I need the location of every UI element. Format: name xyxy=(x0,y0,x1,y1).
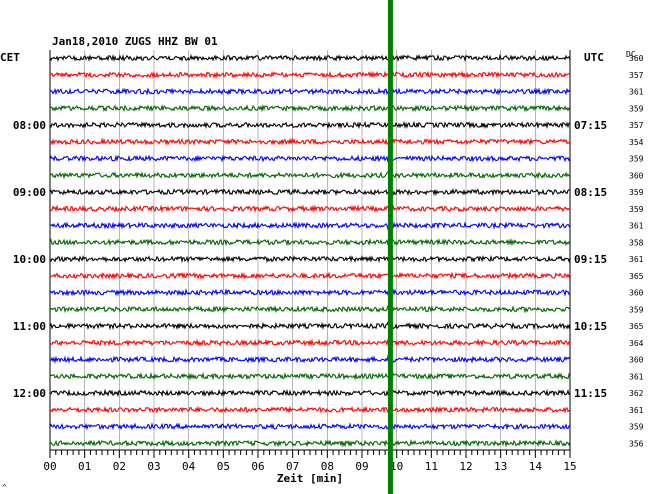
cet-time-label: 09:00 xyxy=(13,186,46,199)
x-tick-label: 06 xyxy=(251,460,264,473)
trace-row-20 xyxy=(49,388,571,398)
dc-value: 359 xyxy=(629,423,644,432)
dc-value: 360 xyxy=(629,356,644,365)
trace-row-22 xyxy=(49,422,571,431)
x-tick-label: 04 xyxy=(182,460,196,473)
dc-value: 359 xyxy=(629,205,644,214)
cet-label: CET xyxy=(0,51,20,64)
trace-row-21 xyxy=(49,405,571,414)
dc-value: 356 xyxy=(629,439,644,448)
dc-value: 361 xyxy=(629,255,644,264)
x-axis-label: Zeit [min] xyxy=(277,472,343,485)
dc-value: 361 xyxy=(629,406,644,415)
trace-row-12 xyxy=(49,253,571,265)
utc-time-label: 09:15 xyxy=(574,253,607,266)
trace-row-14 xyxy=(49,288,571,297)
trace-row-15 xyxy=(49,304,571,314)
trace-row-18 xyxy=(49,354,571,364)
trace-row-9 xyxy=(49,204,571,214)
x-tick-label: 08 xyxy=(321,460,334,473)
chart-grid: 00 01 02 03 04 05 06 07 08 09 10 11 12 13 14 15 xyxy=(43,50,577,473)
trace-row-5 xyxy=(49,137,571,148)
x-tick-label: 05 xyxy=(217,460,230,473)
utc-time-label: 07:15 xyxy=(574,119,607,132)
cet-time-label: 12:00 xyxy=(13,387,46,400)
trace-row-13 xyxy=(49,271,571,281)
dc-label: DC xyxy=(626,50,636,59)
x-tick-label: 15 xyxy=(563,460,576,473)
cet-time-label: 10:00 xyxy=(13,253,46,266)
utc-label: UTC xyxy=(584,51,604,64)
x-tick-label: 13 xyxy=(494,460,507,473)
cet-time-label: 08:00 xyxy=(13,119,46,132)
trace-group: 360 357 361 359 357 354 359 360 359 359 361 358 361 3… xyxy=(49,53,644,448)
trace-row-10 xyxy=(49,221,571,231)
dc-value: 357 xyxy=(629,71,644,80)
dc-value: 361 xyxy=(629,222,644,231)
dc-value: 358 xyxy=(629,238,644,247)
x-tick-label: 00 xyxy=(43,460,56,473)
dc-value: 360 xyxy=(629,171,644,180)
trace-row-8 xyxy=(49,187,571,197)
chart-title: Jan18,2010 ZUGS HHZ BW 01 xyxy=(52,35,218,48)
utc-time-label: 08:15 xyxy=(574,186,607,199)
x-tick-label: 02 xyxy=(113,460,126,473)
x-tick-label: 03 xyxy=(147,460,160,473)
dc-value: 359 xyxy=(629,305,644,314)
trace-row-16 xyxy=(49,320,571,331)
x-tick-label: 14 xyxy=(529,460,543,473)
dc-value: 360 xyxy=(629,289,644,298)
x-tick-label: 11 xyxy=(425,460,438,473)
trace-row-4 xyxy=(49,120,571,130)
label-group: Jan18,2010 ZUGS HHZ BW 01 CET UTC DC Zei… xyxy=(0,35,636,492)
dc-value: 361 xyxy=(629,372,644,381)
x-tick-label: 09 xyxy=(355,460,368,473)
x-tick-label: 01 xyxy=(78,460,91,473)
utc-time-label: 11:15 xyxy=(574,387,607,400)
x-tick-label: 07 xyxy=(286,460,299,473)
cet-time-label: 11:00 xyxy=(13,320,46,333)
trace-row-11 xyxy=(49,237,571,247)
utc-time-label: 10:15 xyxy=(574,320,607,333)
dc-value: 360 xyxy=(629,54,644,63)
dc-value: 359 xyxy=(629,155,644,164)
trace-row-0 xyxy=(49,53,571,63)
dc-value: 354 xyxy=(629,138,644,147)
dc-value: 365 xyxy=(629,272,644,281)
trace-row-3 xyxy=(49,103,571,113)
x-tick-label: 12 xyxy=(459,460,472,473)
trace-row-19 xyxy=(49,371,571,381)
dc-value: 361 xyxy=(629,88,644,97)
corner-mark: ^ xyxy=(2,483,7,492)
x-tick-label: 10 xyxy=(390,460,403,473)
trace-row-17 xyxy=(49,338,571,348)
dc-value: 362 xyxy=(629,389,644,398)
dc-value: 359 xyxy=(629,104,644,113)
trace-row-7 xyxy=(49,171,571,180)
trace-row-23 xyxy=(49,439,571,448)
dc-value: 359 xyxy=(629,188,644,197)
trace-row-1 xyxy=(49,70,571,80)
trace-row-6 xyxy=(49,154,571,163)
dc-value: 365 xyxy=(629,322,644,331)
dc-value: 364 xyxy=(629,339,644,348)
dc-value: 357 xyxy=(629,121,644,130)
trace-row-2 xyxy=(49,87,571,96)
